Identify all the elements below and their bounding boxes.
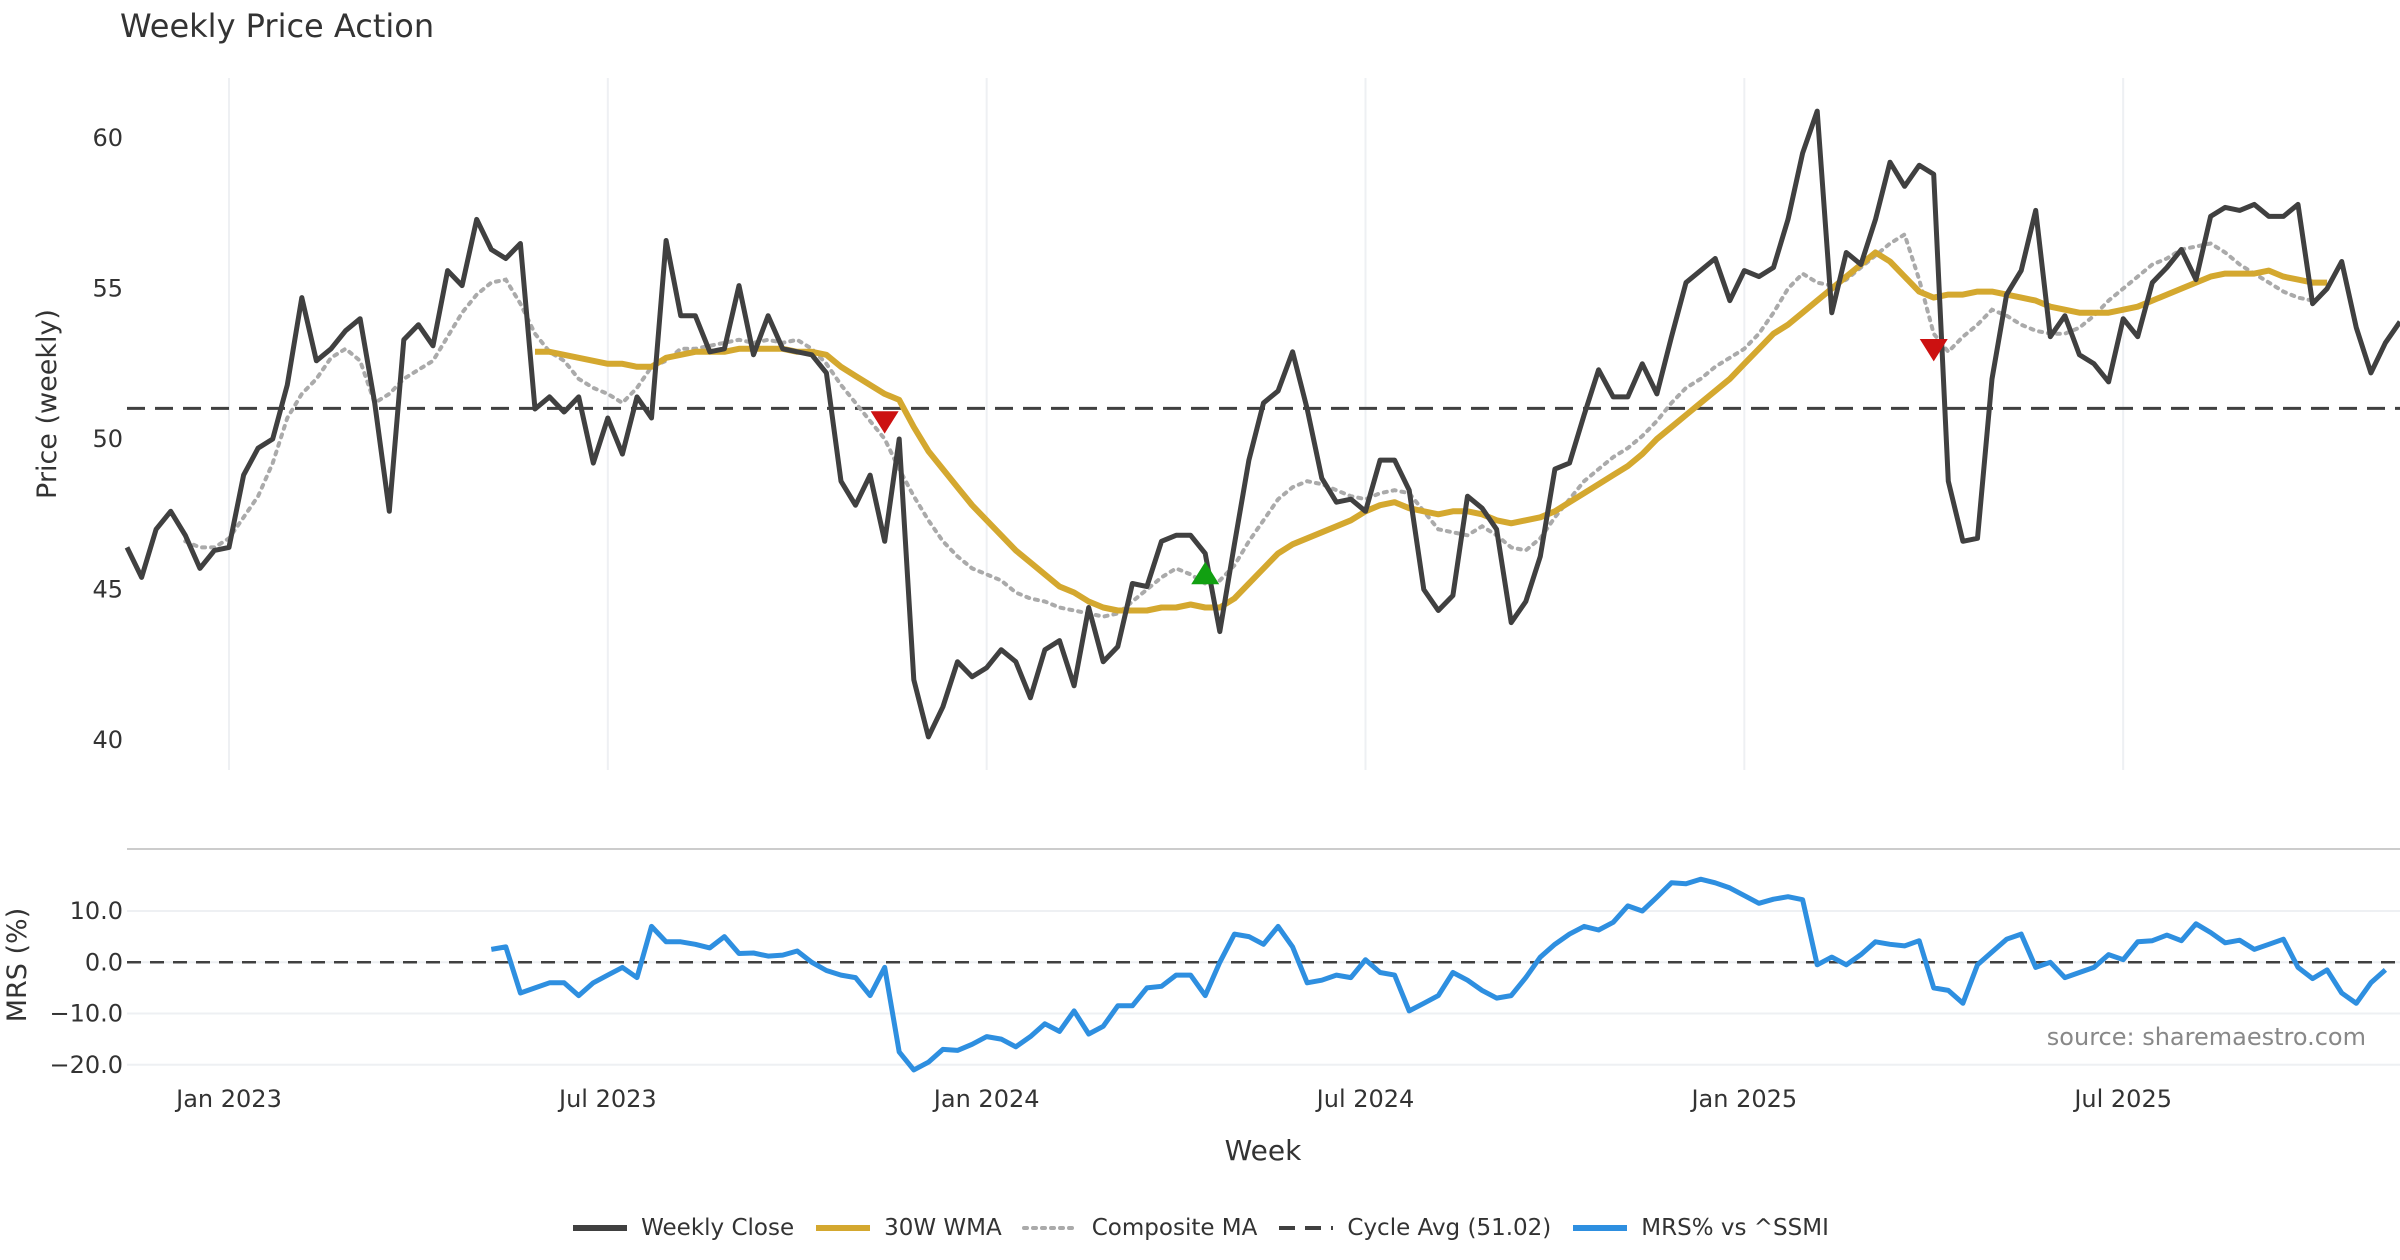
signal-markers (870, 338, 1948, 585)
legend: Weekly Close 30W WMA Composite MA Cycle Avg… (0, 1210, 2400, 1246)
legend-label: Cycle Avg (51.02) (1347, 1215, 1552, 1241)
price-y-tick-label: 50 (92, 425, 123, 453)
mrs-y-tick-label: 0.0 (85, 948, 123, 976)
legend-item: Weekly Close (571, 1215, 794, 1241)
mrs-y-tick-label: 10.0 (70, 897, 123, 925)
price-y-tick-label: 55 (92, 275, 123, 303)
mrs-line (490, 876, 2388, 1073)
legend-label: Composite MA (1091, 1215, 1258, 1241)
legend-swatch-icon (1573, 1225, 1628, 1231)
x-tick-label: Jan 2025 (1689, 1085, 1797, 1113)
sell-signal-marker (1919, 338, 1948, 362)
x-tick-label: Jul 2025 (2072, 1085, 2172, 1113)
mrs-y-tick-label: −20.0 (49, 1051, 123, 1079)
x-tick-label: Jan 2023 (174, 1085, 282, 1113)
legend-swatch-icon (1021, 1226, 1080, 1230)
mrs-y-axis-label: MRS (%) (2, 908, 33, 1023)
price-y-tick-label: 45 (92, 575, 123, 603)
x-axis-label: Week (1225, 1134, 1302, 1167)
source-annotation: source: sharemaestro.com (2047, 1023, 2366, 1051)
mrs-y-tick-label: −10.0 (49, 1000, 123, 1028)
x-tick-label: Jul 2023 (557, 1085, 657, 1113)
legend-item: Cycle Avg (51.02) (1277, 1215, 1551, 1241)
mrs-panel: 10.0 0.0 −10.0 −20.0 MRS (%) source: sharem… (2, 876, 2400, 1079)
chart-title: Weekly Price Action (120, 7, 434, 45)
legend-swatch-icon (573, 1225, 628, 1231)
price-y-tick-label: 60 (92, 124, 123, 152)
legend-swatch-icon (816, 1225, 871, 1231)
buy-signal-marker (1191, 561, 1220, 585)
price-panel: 40 45 50 55 60 Price (weekly) (32, 78, 2400, 770)
legend-item: 30W WMA (814, 1215, 1002, 1241)
x-tick-labels: Jan 2023 Jul 2023 Jan 2024 Jul 2024 Jan 2025… (174, 1085, 2172, 1113)
weekly-close-line (124, 108, 2400, 740)
legend-item: MRS% vs ^SSMI (1571, 1215, 1829, 1241)
legend-item: Composite MA (1021, 1215, 1258, 1241)
price-y-axis-label: Price (weekly) (32, 309, 63, 499)
mrs-y-tick-labels: 10.0 0.0 −10.0 −20.0 (49, 897, 123, 1079)
x-tick-label: Jan 2024 (932, 1085, 1040, 1113)
price-vertical-gridlines (227, 78, 2125, 770)
legend-label: Weekly Close (641, 1215, 795, 1241)
legend-label: 30W WMA (884, 1215, 1002, 1241)
legend-label: MRS% vs ^SSMI (1641, 1215, 1829, 1241)
x-tick-label: Jul 2024 (1315, 1085, 1415, 1113)
price-y-tick-label: 40 (92, 726, 123, 754)
wma-30-line (535, 249, 2328, 614)
composite-ma-line (183, 231, 2315, 619)
legend-swatch-icon (1279, 1226, 1334, 1230)
sell-signal-marker (870, 411, 899, 434)
price-y-tick-labels: 40 45 50 55 60 (92, 124, 123, 754)
